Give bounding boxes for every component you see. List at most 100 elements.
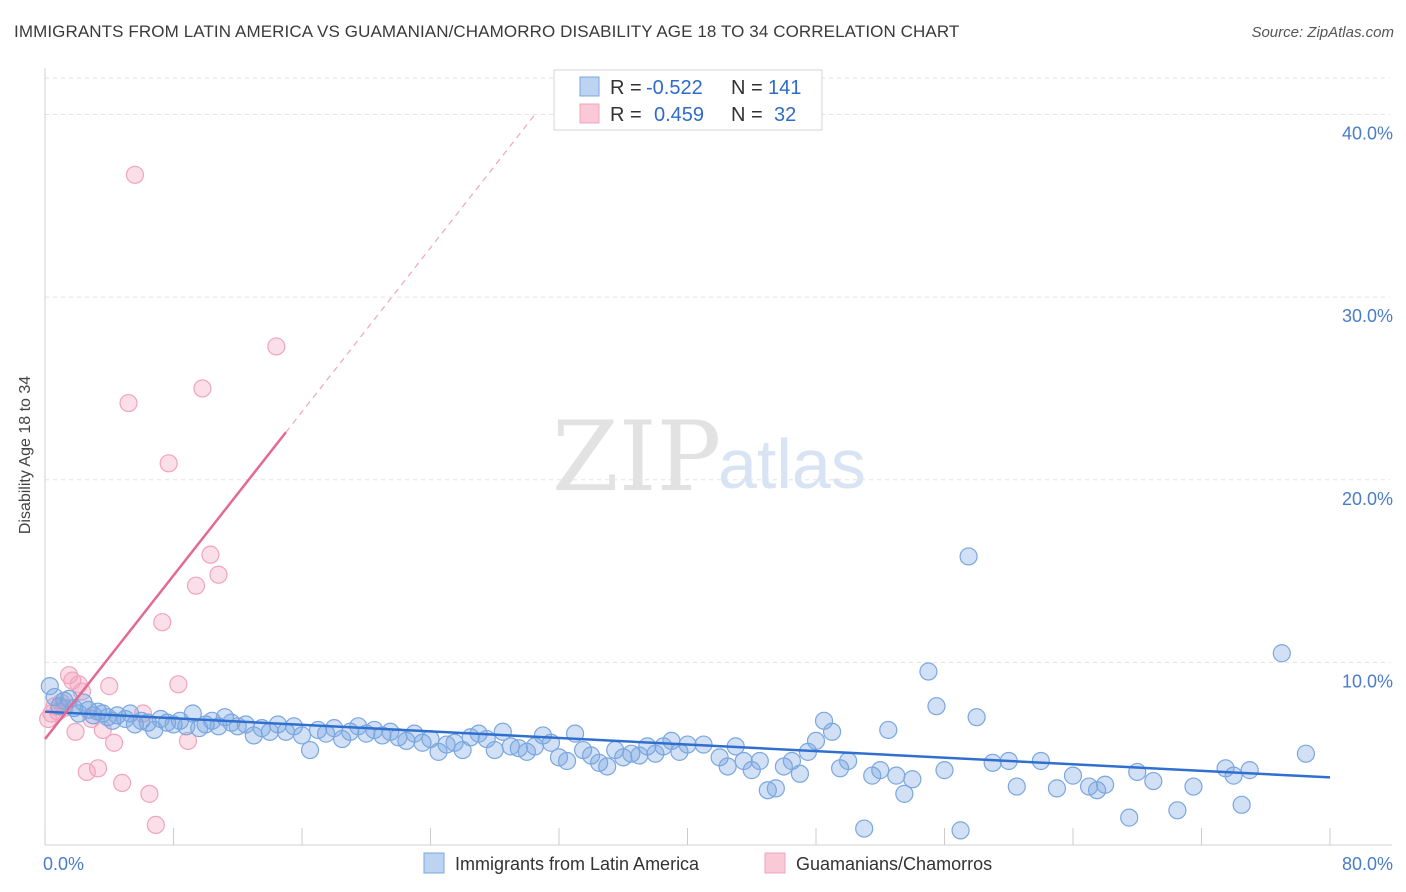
legend-swatch-pink [579, 103, 600, 124]
data-point-latin-america [959, 547, 978, 566]
data-point-guamanian [100, 677, 119, 696]
data-point-guamanian [209, 565, 228, 584]
data-point-latin-america [1128, 762, 1147, 782]
legend-r-value: 0.459 [654, 104, 704, 126]
legend-r-value: -0.522 [646, 77, 703, 99]
data-point-guamanian [88, 759, 108, 778]
data-point-guamanian [125, 165, 145, 184]
data-point-guamanian [112, 773, 132, 793]
data-point-latin-america [1168, 801, 1187, 820]
data-point-guamanian [186, 576, 206, 595]
watermark-zip: ZIP [552, 401, 721, 513]
data-point-guamanian [104, 733, 124, 752]
data-point-guamanian [146, 815, 165, 835]
data-point-latin-america [1047, 779, 1067, 798]
data-point-latin-america [951, 821, 970, 840]
source-credit: Source: ZipAtlas.com [1251, 24, 1394, 41]
data-point-latin-america [121, 704, 140, 723]
data-point-latin-america [1007, 777, 1026, 796]
data-point-latin-america [927, 697, 946, 716]
legend-n-value: 141 [768, 77, 801, 99]
data-point-latin-america [1031, 751, 1050, 771]
data-point-latin-america [1224, 766, 1243, 785]
data-point-guamanian [140, 784, 159, 803]
data-point-latin-america [1240, 761, 1259, 780]
data-point-latin-america [879, 720, 898, 740]
y-tick-label: 10.0% [1342, 671, 1393, 691]
data-point-latin-america [453, 740, 472, 760]
x-tick-label: 0.0% [43, 854, 84, 874]
data-point-latin-america [718, 757, 737, 776]
data-point-guamanian [159, 454, 178, 473]
data-point-latin-america [855, 819, 874, 838]
data-point-latin-america [983, 753, 1002, 772]
data-point-guamanian [201, 545, 220, 564]
y-tick-label: 30.0% [1342, 306, 1393, 326]
data-point-latin-america [557, 751, 577, 771]
data-point-latin-america [300, 740, 320, 760]
trend-line-guamanians-extension [285, 114, 536, 433]
data-point-latin-america [790, 764, 810, 783]
data-point-guamanian [119, 393, 138, 413]
data-point-latin-america [935, 761, 954, 780]
data-point-latin-america [485, 740, 504, 760]
data-point-latin-america [598, 757, 617, 776]
data-point-latin-america [903, 770, 922, 789]
data-point-guamanian [66, 722, 85, 741]
y-tick-label: 40.0% [1342, 124, 1393, 144]
trend-line-latin-america [44, 710, 1331, 779]
data-point-guamanian [59, 666, 79, 685]
y-tick-labels: 10.0% 20.0% 30.0% 40.0% [1342, 124, 1393, 692]
legend-swatch-pink [764, 852, 786, 874]
legend-series-guamanians: Guamanians/Chamorros [796, 854, 992, 874]
data-point-guamanian [193, 379, 212, 398]
data-point-latin-america [887, 766, 906, 785]
data-point-latin-america [750, 751, 769, 771]
data-point-latin-america [806, 731, 826, 751]
data-point-guamanian [169, 675, 188, 694]
data-point-latin-america [292, 726, 312, 745]
data-point-latin-america [40, 677, 59, 696]
watermark-atlas: atlas [718, 425, 866, 503]
grid-lines [45, 77, 1390, 663]
correlation-legend: R = -0.522 N = 141 R = 0.459 N = 32 [553, 69, 823, 131]
data-point-latin-america [895, 784, 914, 803]
data-point-latin-america [839, 751, 858, 771]
chart-title: IMMIGRANTS FROM LATIN AMERICA VS GUAMANI… [14, 22, 960, 41]
data-point-latin-america [50, 697, 69, 716]
data-point-latin-america [1184, 777, 1203, 796]
data-point-latin-america [871, 761, 890, 780]
data-point-guamanian [77, 762, 96, 782]
data-point-latin-america [919, 662, 938, 681]
data-point-latin-america [1296, 744, 1316, 763]
trend-line-guamanians [44, 431, 287, 740]
data-point-latin-america [1120, 808, 1139, 827]
axes [44, 68, 1392, 846]
legend-n-label: N = [731, 77, 763, 99]
data-point-latin-america [45, 687, 64, 707]
data-point-latin-america [822, 722, 842, 741]
legend-swatch-blue [423, 852, 445, 874]
data-point-latin-america [967, 708, 986, 727]
data-point-latin-america [1063, 766, 1083, 785]
data-point-latin-america [782, 751, 802, 771]
legend-r-label: R = [610, 104, 642, 126]
data-point-guamanian [178, 731, 198, 751]
x-tick-labels: 0.0% 80.0% [43, 854, 1393, 874]
data-point-guamanian [153, 613, 172, 632]
legend-swatch-blue [579, 76, 600, 97]
data-point-guamanian [267, 337, 286, 356]
legend-n-label: N = [731, 104, 763, 126]
trend-lines [44, 114, 1331, 779]
data-point-latin-america [1232, 795, 1251, 814]
watermark: ZIP atlas [552, 401, 866, 513]
data-point-latin-america [766, 779, 785, 798]
series-latin-america-points [40, 547, 1316, 840]
series-legend: Immigrants from Latin America Guamanians… [423, 852, 992, 874]
x-tick-label: 80.0% [1342, 854, 1393, 874]
legend-n-value: 32 [774, 104, 796, 126]
y-tick-label: 20.0% [1342, 489, 1393, 509]
legend-series-latin-america: Immigrants from Latin America [455, 854, 700, 874]
data-point-latin-america [1272, 644, 1291, 663]
